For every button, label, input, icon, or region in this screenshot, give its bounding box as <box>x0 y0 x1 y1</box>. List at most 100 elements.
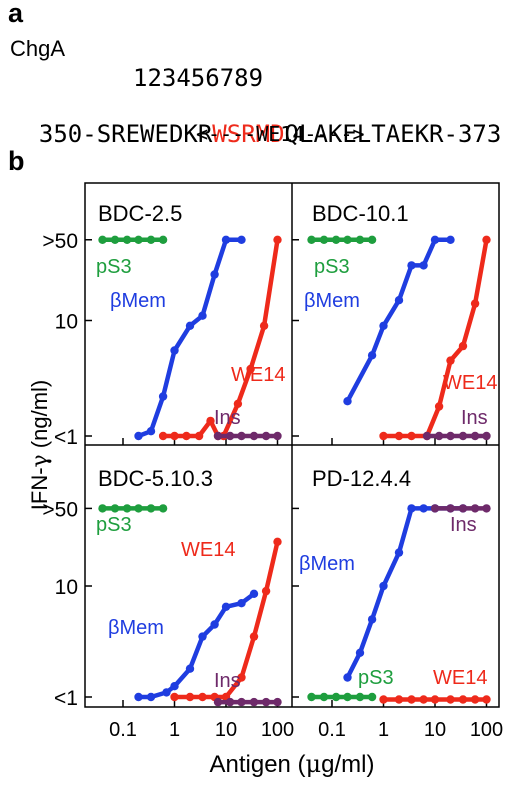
panel-2-ins-point <box>470 431 480 441</box>
panel-a-letter: a <box>8 0 24 28</box>
x-tick-label: 0.1 <box>109 719 137 741</box>
panel-3-beta-mem-point <box>146 692 156 702</box>
panel-2-ins-point <box>458 431 468 441</box>
panel-3-we14-point <box>198 692 207 702</box>
panel-2-ins-label: Ins <box>461 407 488 429</box>
panel-3-ins-point <box>213 697 223 707</box>
panel-1-beta-mem-point <box>170 346 179 355</box>
panel-3-ps3-point <box>146 504 156 513</box>
protein-name: ChgA <box>10 36 66 61</box>
panel-2-beta-mem-point <box>394 296 404 305</box>
panel-2-ins-point <box>446 431 455 441</box>
panel-2-ps3-label: pS3 <box>314 256 350 278</box>
panel-4-we14-point <box>379 695 388 704</box>
panel-1-beta-mem-point <box>237 235 246 244</box>
panel-3-beta-mem-line <box>136 591 257 700</box>
panel-4-beta-mem-point <box>343 673 352 682</box>
panel-4-beta-mem-point <box>394 548 404 557</box>
y-tick-label--50: >50 <box>42 498 78 521</box>
panel-3-ins-point <box>237 697 246 707</box>
panel-4-we14-point <box>394 695 404 704</box>
panel-1-beta-mem-point <box>134 431 143 441</box>
y-tick-label--1: <1 <box>54 426 78 449</box>
panel-1-ins-point <box>225 431 235 441</box>
panel-1-beta-mem-point <box>158 392 168 401</box>
panel-1-ps3-point <box>110 235 120 244</box>
panel-3-ps3-point <box>158 504 168 513</box>
panel-2-we14-point <box>379 431 388 441</box>
panel-1-beta-mem-point <box>185 321 195 330</box>
panel-1-ps3-point <box>122 235 132 244</box>
panel-3-beta-mem-point <box>237 599 246 608</box>
panel-1-we14-point <box>194 431 204 441</box>
sequence-highlight: WSRMD <box>212 120 285 148</box>
panel-3-beta-mem-label: βMem <box>108 617 164 639</box>
panel-2-beta-mem-point <box>343 397 352 406</box>
panel-3-we14-point <box>170 692 179 702</box>
x-tick-label: 100 <box>470 719 503 741</box>
panel-2-beta-mem-point <box>430 235 440 244</box>
x-tick-label: 10 <box>215 719 237 741</box>
panel-1-we14-point <box>206 416 215 426</box>
panel-3-ins-point <box>273 697 282 707</box>
panel-4-ps3-point <box>355 692 365 702</box>
panel-3-ps3-point <box>122 504 132 513</box>
panel-2-ins-point <box>434 431 444 441</box>
panel-4-ps3-label: pS3 <box>358 667 394 689</box>
panel-4-beta-mem-point <box>367 615 377 624</box>
panel-4-we14-point <box>482 695 491 704</box>
panel-4-ps3-point <box>319 692 329 702</box>
panel-4-we14-point <box>458 695 468 704</box>
panel-3-ins-point <box>261 697 271 707</box>
x-tick-label: 100 <box>261 719 294 741</box>
panel-2-we14-label: WE14 <box>443 372 497 394</box>
panel-4-ins-point <box>458 504 468 513</box>
panel-4-we14-point <box>446 695 455 704</box>
x-axis-label: Antigen (μg/ml) <box>209 750 374 778</box>
panel-2-ins-point <box>422 431 432 441</box>
panel-2-ps3-point <box>355 235 365 244</box>
panel-2-ins-point <box>482 431 491 441</box>
panel-3-beta-mem-point <box>221 602 231 611</box>
panel-2-beta-mem-point <box>367 351 377 360</box>
y-axis-label: IFN-γ (ng/ml) <box>27 380 53 510</box>
panel-1-ins-point <box>249 431 259 441</box>
panel-4-we14-point <box>407 695 416 704</box>
panel-4-beta-mem-point <box>407 504 416 513</box>
panel-2-we14-point <box>394 431 404 441</box>
panel-1-ins-point <box>273 431 282 441</box>
panel-1-ps3-point <box>98 235 107 244</box>
x-tick-label: 0.1 <box>318 719 346 741</box>
panel-2-ps3-point <box>367 235 377 244</box>
panel-2-ps3-point <box>319 235 329 244</box>
panel-2-beta-mem-point <box>407 261 416 270</box>
panel-1-ins-point <box>237 431 246 441</box>
panel-1-title: BDC-2.5 <box>98 201 182 226</box>
panel-4-ins-point <box>430 504 440 513</box>
panel-2-beta-mem-point <box>419 261 428 270</box>
sequence-suffix: QLAKELTAEKR-373 <box>284 120 502 148</box>
panel-2-beta-mem-label: βMem <box>304 290 360 312</box>
panel-4-ins-point <box>482 504 491 513</box>
panel-1-beta-mem-point <box>198 311 207 320</box>
panel-3-beta-mem-point <box>170 682 179 691</box>
panel-4-we14-label: WE14 <box>433 667 487 689</box>
panel-3-beta-mem-point <box>210 620 219 629</box>
sequence-positions: 123456789 <box>133 64 264 92</box>
panel-2-we14-point <box>482 235 491 244</box>
panel-4-beta-mem-point <box>379 581 388 591</box>
panel-3-we14-point <box>237 673 246 682</box>
panel-3-we14-point <box>261 586 271 596</box>
panel-3-beta-mem-point <box>198 632 207 641</box>
panel-2-beta-mem-point <box>446 235 455 244</box>
panel-1-ps3-label: pS3 <box>96 256 132 278</box>
panel-4-beta-mem-point <box>419 504 428 513</box>
panel-1-ins-label: Ins <box>214 407 241 429</box>
we14-peptide-arrow: <----WE14----> <box>196 122 365 146</box>
sequence-prefix: 350-SREWEDKR <box>38 120 213 148</box>
panel-2-we14-point <box>458 341 468 351</box>
y-tick-label--50: >50 <box>42 230 78 253</box>
panel-1-beta-mem-point <box>146 427 156 436</box>
panel-3-beta-mem-point <box>249 589 259 598</box>
x-tick-label: 1 <box>169 719 180 741</box>
